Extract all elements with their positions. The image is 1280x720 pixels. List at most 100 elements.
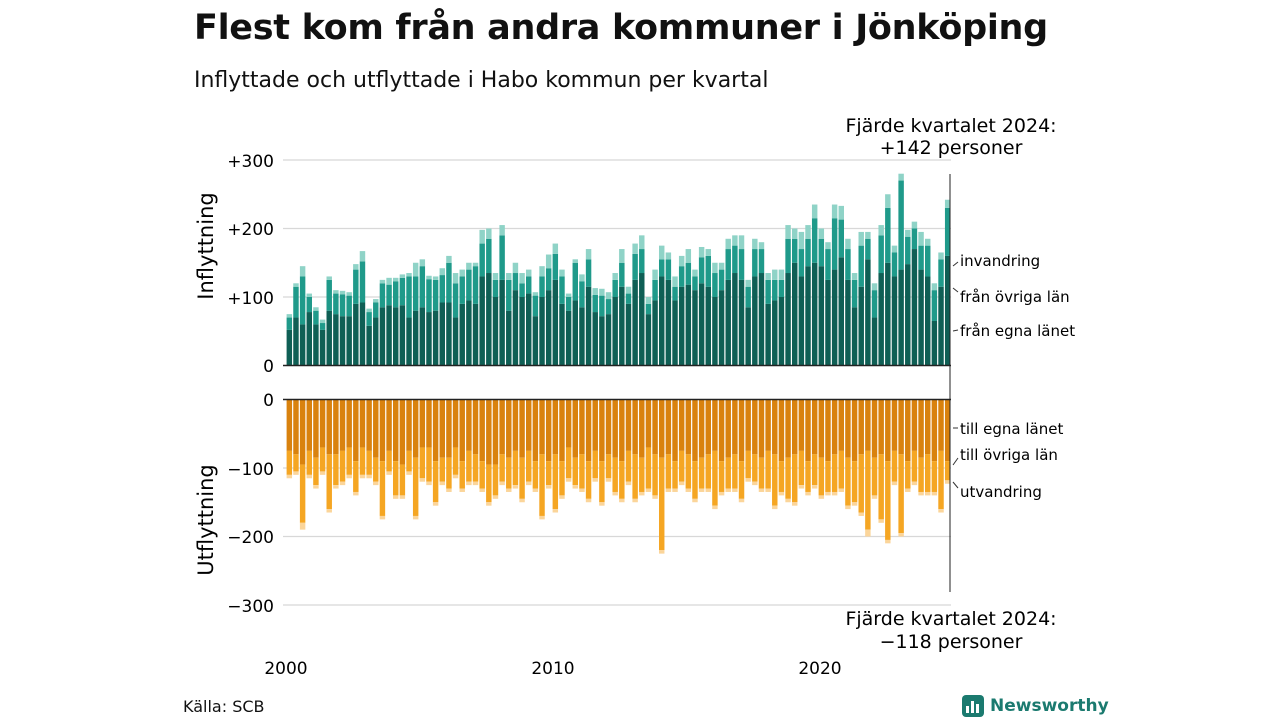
x-tick-2010: 2010	[531, 659, 574, 679]
bar-in-immigration	[745, 279, 751, 287]
bar-out-own	[293, 399, 299, 455]
leader-utvandring	[952, 481, 959, 489]
bar-out-emigration	[592, 478, 598, 482]
bar-in-immigration	[732, 235, 738, 246]
bar-in-own	[605, 314, 612, 366]
bar-out-own	[532, 399, 539, 462]
bar-out-own	[386, 399, 392, 451]
bar-out-emigration	[752, 481, 758, 486]
bar-in-immigration	[432, 276, 439, 280]
bar-in-own	[818, 266, 825, 366]
bar-out-other	[353, 461, 359, 492]
bar-in-other	[918, 245, 924, 270]
bar-out-own	[492, 399, 499, 465]
bar-in-other	[612, 279, 618, 298]
series-label-invandring: invandring	[960, 252, 1040, 270]
bar-in-immigration	[672, 276, 678, 287]
bar-in-other	[552, 253, 559, 280]
bar-out-other	[885, 461, 891, 540]
bar-in-own	[492, 297, 499, 366]
bar-in-immigration	[831, 204, 838, 219]
bar-in-other	[339, 294, 346, 317]
bar-out-own	[865, 399, 871, 451]
bar-in-own	[698, 283, 705, 366]
series-label-till-ovriga-lan: till övriga län	[960, 446, 1058, 464]
bar-out-emigration	[293, 471, 299, 475]
bar-out-emigration	[319, 471, 326, 475]
bar-in-immigration	[785, 225, 791, 239]
bar-in-immigration	[765, 273, 771, 280]
bar-out-emigration	[565, 478, 572, 482]
bar-out-other	[452, 447, 459, 475]
bar-out-emigration	[512, 485, 519, 489]
bar-out-other	[639, 457, 645, 492]
bar-out-emigration	[446, 488, 452, 492]
bar-out-emigration	[838, 488, 844, 492]
bar-out-own	[552, 399, 559, 455]
bar-in-other	[293, 286, 299, 318]
bar-in-own	[718, 290, 725, 366]
bar-in-other	[718, 269, 725, 291]
bar-in-immigration	[811, 204, 818, 219]
bar-out-other	[718, 461, 725, 492]
bar-in-own	[293, 317, 299, 366]
bar-in-immigration	[426, 275, 432, 280]
bar-out-other	[299, 464, 306, 523]
bar-out-emigration	[393, 495, 399, 499]
bar-in-other	[831, 218, 838, 270]
bar-out-other	[772, 454, 778, 506]
bar-in-own	[572, 300, 578, 366]
bar-in-immigration	[366, 308, 372, 313]
bar-in-other	[579, 281, 585, 308]
bar-out-own	[486, 399, 492, 465]
bar-out-own	[466, 399, 472, 451]
bar-out-other	[878, 454, 884, 520]
bar-in-immigration	[592, 288, 598, 295]
bar-in-immigration	[738, 235, 745, 250]
bar-out-other	[286, 450, 293, 475]
bar-out-own	[632, 399, 638, 455]
bar-in-own	[313, 324, 319, 366]
bar-in-own	[725, 279, 731, 366]
bar-out-emigration	[306, 474, 312, 479]
bar-in-other	[565, 297, 572, 311]
bar-out-own	[692, 399, 698, 462]
bar-in-other	[519, 283, 525, 297]
bar-in-own	[459, 303, 465, 366]
bar-in-immigration	[659, 245, 665, 260]
bar-in-other	[732, 245, 738, 274]
bar-in-immigration	[639, 235, 645, 250]
bar-in-immigration	[825, 242, 831, 250]
bar-out-own	[599, 399, 605, 462]
bar-in-own	[672, 300, 678, 366]
bar-out-own	[885, 399, 891, 462]
bar-out-own	[732, 399, 738, 455]
bar-out-own	[299, 399, 306, 465]
bar-in-other	[792, 238, 798, 263]
bar-in-own	[745, 307, 751, 366]
bar-in-other	[393, 281, 399, 308]
bar-in-immigration	[612, 273, 618, 280]
bar-in-immigration	[898, 173, 904, 181]
bar-out-other	[911, 450, 918, 482]
bar-out-other	[366, 450, 372, 475]
bar-in-immigration	[353, 264, 359, 270]
bar-in-own	[645, 314, 652, 366]
bar-out-own	[306, 399, 312, 451]
bar-in-own	[479, 276, 485, 366]
bar-out-emigration	[492, 495, 499, 499]
bar-in-immigration	[499, 225, 505, 236]
bar-out-own	[426, 399, 432, 448]
bar-out-own	[752, 399, 758, 455]
bar-out-emigration	[665, 488, 672, 492]
bar-in-own	[599, 316, 605, 366]
bar-out-emigration	[333, 485, 339, 489]
bar-in-own	[665, 279, 672, 366]
bar-in-other	[545, 268, 552, 291]
bar-out-own	[652, 399, 658, 455]
newsworthy-logo: Newsworthy	[962, 693, 1109, 719]
bar-in-immigration	[885, 194, 891, 208]
bar-in-immigration	[512, 262, 519, 274]
bar-out-emigration	[725, 488, 731, 492]
y-tick-top-100: +100	[227, 289, 274, 309]
